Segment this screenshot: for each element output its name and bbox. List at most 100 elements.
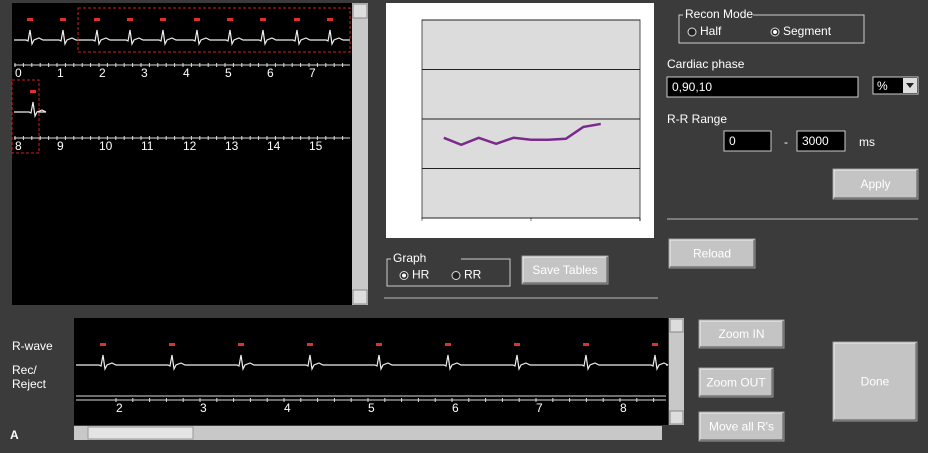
radio-dot [773, 30, 777, 34]
radio-button[interactable] [687, 27, 697, 37]
r-wave-marker [652, 343, 658, 346]
r-wave-marker [327, 18, 333, 21]
r-wave-marker [94, 18, 100, 21]
move-all-button-label: Move all R's [709, 420, 774, 434]
button-bevel [669, 239, 754, 267]
r-wave-marker [127, 18, 133, 21]
axis-label: 7 [536, 401, 543, 415]
axis-label: 7 [309, 66, 316, 80]
r-wave-marker [514, 343, 520, 346]
panel-label: A [10, 428, 19, 442]
r-wave-marker [260, 18, 266, 21]
field-label: R-R Range [667, 112, 727, 126]
r-wave-marker [194, 18, 200, 21]
axis-label: 1 [57, 66, 64, 80]
r-wave-marker [30, 90, 36, 93]
button-bevel [834, 170, 918, 199]
scrollbar [669, 318, 684, 425]
axis-label: 5 [368, 401, 375, 415]
reload-button-label: Reload [693, 247, 731, 261]
axis-label: 6 [267, 66, 274, 80]
button-bevel [833, 342, 916, 420]
axis-label: 8 [15, 139, 22, 153]
apply-button[interactable] [832, 168, 919, 200]
group-title: Recon Mode [685, 7, 753, 21]
r-wave-marker [376, 343, 382, 346]
axis-label: 5 [225, 66, 232, 80]
r-wave-marker [169, 343, 175, 346]
button-bevel [833, 169, 917, 198]
move-all-button[interactable] [698, 411, 785, 442]
ecg-trace [14, 29, 350, 46]
save-tables-button-label: Save Tables [532, 263, 597, 277]
selection-box [77, 7, 351, 53]
axis-label: 0 [15, 66, 22, 80]
done-button[interactable] [832, 341, 918, 422]
ecg-trace [76, 354, 669, 371]
x-tick-label: 10 [633, 217, 647, 231]
reload-button[interactable] [668, 238, 756, 269]
r-wave-marker [445, 343, 451, 346]
axis-label: 8 [620, 401, 627, 415]
legend-r-wave: R-wave [12, 339, 53, 353]
axis-label: 9 [57, 139, 64, 153]
text-input[interactable] [723, 130, 772, 152]
scroll-button[interactable] [352, 3, 368, 19]
hr-line [443, 122, 601, 147]
r-wave-marker [307, 343, 313, 346]
scrollbar [352, 3, 368, 305]
button-bevel [834, 343, 917, 421]
radio-dot [402, 273, 406, 278]
r-wave-marker [583, 343, 589, 346]
group-title-bg [683, 8, 753, 21]
radio-button[interactable] [451, 271, 461, 280]
axis-label: 3 [200, 401, 207, 415]
axis-label: 12 [183, 139, 197, 153]
r-wave-marker [27, 18, 33, 21]
y-tick-label: 65 [399, 210, 413, 224]
zoom-in-button[interactable] [698, 319, 785, 349]
button-bevel [699, 320, 783, 347]
scroll-button[interactable] [352, 289, 368, 305]
unit-label: ms [859, 135, 875, 149]
radio-label: Half [700, 24, 722, 38]
y-tick-label: 80 [399, 62, 413, 76]
r-wave-marker [60, 18, 66, 21]
axis-label: 2 [99, 66, 106, 80]
axis-label: 14 [267, 139, 281, 153]
text-input[interactable] [666, 76, 859, 98]
button-bevel [522, 256, 607, 283]
y-tick-label: 70 [399, 161, 413, 175]
y-axis-title: HR(bpm) [390, 95, 404, 144]
input-value: 0 [729, 134, 736, 148]
scroll-button[interactable] [669, 318, 684, 333]
ecg-detail [74, 318, 668, 425]
button-bevel [700, 369, 773, 397]
text-input[interactable] [796, 130, 846, 152]
zoom-out-button[interactable] [698, 367, 774, 398]
group-box [678, 14, 865, 44]
x-tick-label: 0 [419, 217, 426, 231]
ecg-overview [12, 3, 352, 305]
apply-button-label: Apply [860, 177, 890, 191]
button-bevel [699, 368, 772, 396]
legend-reject: Reject [12, 377, 47, 391]
r-wave-marker [100, 343, 106, 346]
scrollbar [74, 426, 662, 440]
y-tick-label: 85 [399, 12, 413, 26]
legend-rec: Rec/ [12, 363, 37, 377]
save-tables-button[interactable] [521, 255, 609, 285]
scroll-button[interactable] [669, 410, 684, 425]
range-separator: - [784, 135, 788, 149]
radio-label: HR [412, 268, 430, 282]
r-wave-marker [294, 18, 300, 21]
zoom-out-button-label: Zoom OUT [706, 376, 766, 390]
select-value: % [877, 79, 888, 93]
axis-label: 2 [116, 401, 123, 415]
input-value: 0,90,10 [672, 80, 712, 94]
button-bevel [523, 257, 608, 284]
scroll-thumb[interactable] [87, 426, 194, 440]
y-tick-label: 75 [399, 111, 413, 125]
x-tick-label: 5 [528, 217, 535, 231]
